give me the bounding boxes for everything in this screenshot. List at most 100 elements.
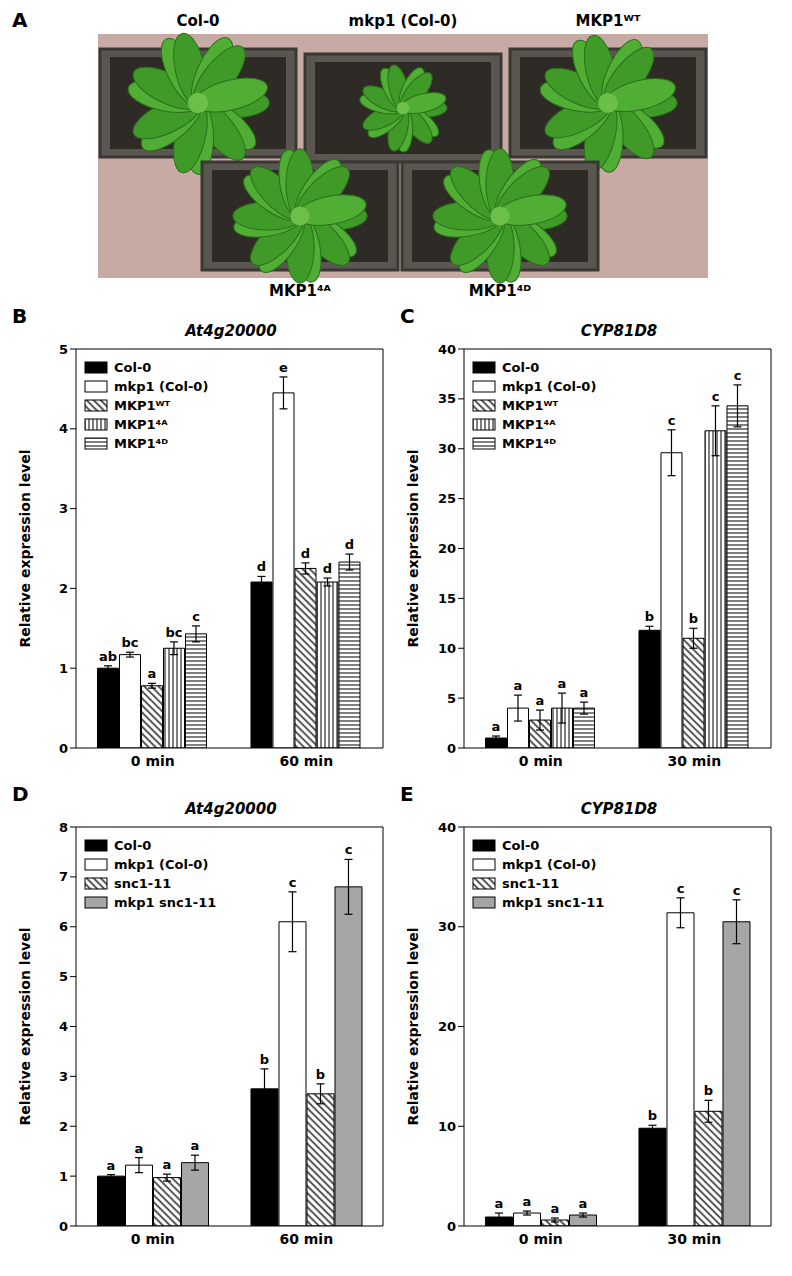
html-text:CYP81D8: CYP81D8 [580, 322, 658, 340]
svg-text:a: a [135, 1141, 144, 1156]
html-text:MKP1⁴ᴬ: MKP1⁴ᴬ [502, 417, 556, 432]
svg-text:c: c [734, 368, 742, 383]
svg-text:0 min: 0 min [131, 1231, 175, 1247]
svg-text:2: 2 [59, 1119, 68, 1134]
svg-text:2: 2 [59, 581, 68, 596]
svg-text:10: 10 [438, 641, 456, 656]
svg-text:20: 20 [438, 541, 456, 556]
svg-text:MKP1ᵂᵀ: MKP1ᵂᵀ [576, 12, 641, 30]
html-text:At4g20000: At4g20000 [185, 322, 277, 340]
svg-text:a: a [107, 1158, 116, 1173]
svg-text:d: d [301, 546, 310, 561]
svg-text:d: d [345, 537, 354, 552]
html-text:CYP81D8: CYP81D8 [580, 800, 658, 818]
svg-text:c: c [289, 875, 297, 890]
html-text:At4g20000: At4g20000 [185, 800, 277, 818]
svg-text:3: 3 [59, 501, 68, 516]
svg-text:5: 5 [447, 691, 456, 706]
svg-text:e: e [279, 360, 288, 375]
svg-text:a: a [514, 678, 523, 693]
svg-text:1: 1 [59, 661, 68, 676]
svg-text:1: 1 [59, 1169, 68, 1184]
html-text:MKP1ᵂᵀ: MKP1ᵂᵀ [502, 398, 559, 413]
svg-text:ab: ab [99, 649, 117, 664]
svg-text:8: 8 [59, 820, 68, 835]
svg-text:a: a [551, 1201, 560, 1216]
svg-text:0: 0 [59, 1219, 68, 1234]
svg-text:c: c [712, 389, 720, 404]
svg-text:5: 5 [59, 969, 68, 984]
html-text:C: C [400, 304, 415, 328]
svg-text:c: c [677, 881, 685, 896]
svg-text:a: a [580, 685, 589, 700]
svg-text:MKP1⁴ᴰ: MKP1⁴ᴰ [469, 282, 532, 300]
svg-text:bc: bc [165, 625, 182, 640]
svg-text:0: 0 [447, 1219, 456, 1234]
svg-text:a: a [495, 1196, 504, 1211]
svg-text:Relative expression level: Relative expression level [405, 927, 421, 1125]
svg-text:c: c [345, 842, 353, 857]
svg-text:30 min: 30 min [667, 1231, 721, 1247]
svg-text:15: 15 [438, 591, 456, 606]
html-text:Col-0: Col-0 [114, 360, 152, 375]
svg-text:20: 20 [438, 1019, 456, 1034]
svg-text:a: a [536, 693, 545, 708]
html-text:B: B [12, 304, 28, 328]
html-text:A: A [12, 8, 28, 32]
svg-text:0 min: 0 min [131, 753, 175, 769]
svg-text:c: c [733, 883, 741, 898]
svg-text:Relative expression level: Relative expression level [17, 927, 33, 1125]
html-text:MKP1⁴ᴰ: MKP1⁴ᴰ [114, 436, 169, 451]
html-text:MKP1⁴ᴰ: MKP1⁴ᴰ [502, 436, 557, 451]
html-text:MKP1ᵂᵀ: MKP1ᵂᵀ [114, 398, 171, 413]
svg-text:30 min: 30 min [667, 753, 721, 769]
svg-text:60 min: 60 min [279, 1231, 333, 1247]
html-text:MKP1⁴ᴬ: MKP1⁴ᴬ [114, 417, 168, 432]
svg-text:d: d [323, 561, 332, 576]
svg-text:6: 6 [59, 919, 68, 934]
svg-text:MKP1⁴ᴬ: MKP1⁴ᴬ [269, 282, 332, 300]
svg-text:a: a [191, 1138, 200, 1153]
svg-text:Relative expression level: Relative expression level [405, 449, 421, 647]
html-text:mkp1 (Col-0): mkp1 (Col-0) [114, 379, 209, 394]
svg-text:b: b [648, 1108, 657, 1123]
svg-text:35: 35 [438, 391, 456, 406]
svg-text:10: 10 [438, 1119, 456, 1134]
svg-text:40: 40 [438, 342, 456, 357]
svg-text:0: 0 [447, 741, 456, 756]
svg-text:b: b [645, 609, 654, 624]
svg-text:Relative expression level: Relative expression level [17, 449, 33, 647]
svg-text:0: 0 [59, 741, 68, 756]
svg-text:25: 25 [438, 491, 456, 506]
svg-text:Col-0: Col-0 [176, 12, 219, 30]
svg-text:a: a [492, 719, 501, 734]
html-text:Col-0: Col-0 [502, 360, 540, 375]
svg-text:3: 3 [59, 1069, 68, 1084]
html-text:D: D [12, 782, 29, 806]
svg-text:bc: bc [121, 635, 138, 650]
svg-text:b: b [689, 611, 698, 626]
svg-text:d: d [257, 559, 266, 574]
svg-text:4: 4 [59, 1019, 68, 1034]
svg-text:b: b [704, 1083, 713, 1098]
svg-text:30: 30 [438, 441, 456, 456]
svg-text:a: a [579, 1196, 588, 1211]
svg-text:40: 40 [438, 820, 456, 835]
svg-text:a: a [163, 1157, 172, 1172]
svg-text:7: 7 [59, 869, 68, 884]
svg-text:5: 5 [59, 342, 68, 357]
svg-text:c: c [668, 413, 676, 428]
svg-text:60 min: 60 min [279, 753, 333, 769]
svg-text:b: b [260, 1052, 269, 1067]
svg-text:0 min: 0 min [519, 753, 563, 769]
svg-text:c: c [192, 609, 200, 624]
svg-text:a: a [558, 676, 567, 691]
svg-text:a: a [148, 666, 157, 681]
svg-text:4: 4 [59, 421, 68, 436]
svg-text:b: b [316, 1067, 325, 1082]
svg-text:30: 30 [438, 919, 456, 934]
svg-text:mkp1 (Col-0): mkp1 (Col-0) [349, 12, 458, 30]
html-text:mkp1 (Col-0): mkp1 (Col-0) [502, 379, 597, 394]
svg-text:0 min: 0 min [519, 1231, 563, 1247]
svg-text:a: a [523, 1194, 532, 1209]
